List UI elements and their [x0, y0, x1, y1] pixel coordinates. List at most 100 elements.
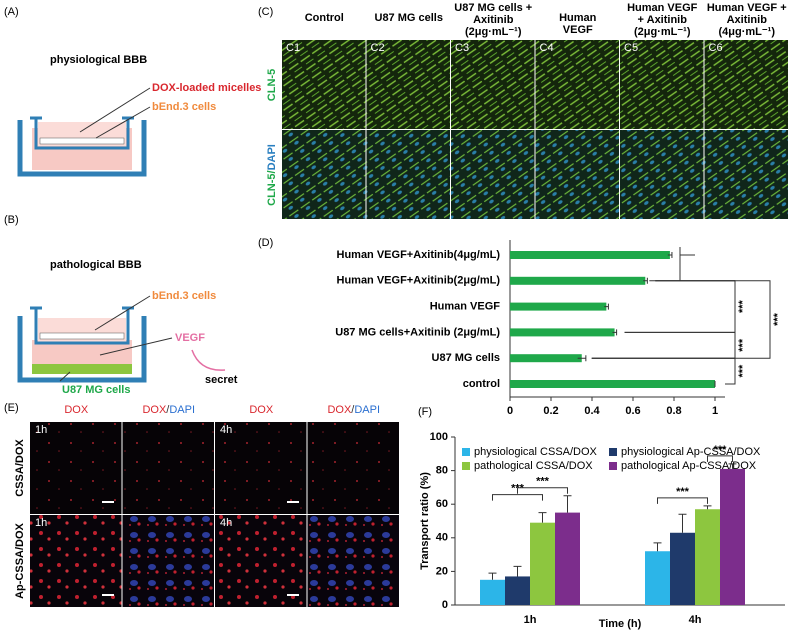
cell-label: C6: [709, 42, 723, 54]
bar: [510, 251, 670, 259]
column-header: (4μg·mL⁻¹): [718, 26, 775, 38]
x-tick-label: 0: [507, 405, 513, 417]
column-header: Axitinib: [727, 14, 768, 26]
cell-label: C1: [286, 42, 300, 54]
micrograph: [620, 40, 704, 129]
panel-label: (C): [258, 6, 273, 18]
bracket: [657, 497, 708, 504]
legend-swatch: [609, 462, 617, 470]
micrograph: [366, 130, 450, 219]
panel-label: (A): [4, 6, 19, 18]
column-header: Axitinib: [473, 14, 514, 26]
column-header-part: DAPI: [169, 404, 195, 416]
error-bar: [538, 512, 547, 523]
micrograph: [535, 130, 619, 219]
column-header: U87 MG cells: [375, 12, 443, 24]
error-bar: [604, 303, 609, 310]
significance: ***: [772, 312, 784, 326]
bar: [720, 468, 745, 605]
micrograph: [282, 40, 366, 129]
error-bar: [678, 513, 687, 533]
row-label: CLN-5: [266, 69, 278, 101]
micrograph: [30, 515, 122, 607]
y-tick-label: Human VEGF: [430, 301, 501, 313]
legend-label: physiological Ap-CSSA/DOX: [621, 446, 761, 458]
column-header: (2μg·mL⁻¹): [465, 26, 522, 38]
error-bar: [667, 252, 673, 258]
significance: ***: [737, 299, 749, 313]
column-header-part: DOX: [327, 404, 352, 416]
column-header: Human: [559, 12, 597, 24]
legend-label: pathological CSSA/DOX: [474, 460, 593, 472]
error-bar: [703, 505, 712, 510]
y-tick-label: U87 MG cells+Axitinib (2μg/mL): [335, 326, 500, 338]
micrograph: [535, 40, 619, 129]
error-bar: [513, 565, 522, 577]
legend-label: physiological CSSA/DOX: [474, 446, 598, 458]
cell-label: C2: [371, 42, 385, 54]
column-header: Human VEGF: [627, 2, 698, 14]
diagram-label: VEGF: [175, 332, 205, 344]
y-tick-label: Human VEGF+Axitinib(2μg/mL): [337, 275, 501, 287]
micrograph: [122, 515, 214, 607]
column-header: (2μg·mL⁻¹): [634, 26, 691, 38]
transwell-pathological: [17, 295, 226, 383]
column-header: VEGF: [563, 24, 593, 36]
bar: [510, 276, 646, 285]
bar: [555, 512, 580, 605]
x-tick-label: 0.8: [666, 405, 681, 417]
legend-swatch: [462, 462, 470, 470]
x-tick-label: 0.4: [584, 405, 600, 417]
diagram-label: U87 MG cells: [62, 384, 130, 396]
x-tick-label: 0.6: [625, 405, 640, 417]
column-header-part: DOX: [142, 404, 167, 416]
transwell-physiological: [17, 87, 151, 177]
column-header: U87 MG cells +: [454, 2, 532, 14]
micrograph: [704, 40, 788, 129]
bracket: [624, 280, 736, 333]
x-tick-label: 1: [712, 405, 718, 417]
row-label: CLN-5/DAPI: [266, 144, 278, 206]
column-header-part: /: [351, 404, 355, 416]
y-tick-label: 40: [436, 532, 448, 544]
significance: ***: [737, 338, 749, 352]
column-header: DOX/DAPI: [327, 404, 380, 416]
column-header: DOX: [64, 404, 89, 416]
micrograph: [704, 130, 788, 219]
bar: [645, 551, 670, 605]
diagram-label: bEnd.3 cells: [152, 290, 216, 302]
error-bar: [612, 329, 618, 336]
micrograph: [122, 422, 214, 514]
error-bar: [728, 463, 737, 469]
bar: [510, 380, 715, 388]
x-tick-label: 0.2: [543, 405, 558, 417]
micrograph: [215, 515, 307, 607]
x-tick-label: 4h: [689, 614, 702, 626]
x-axis-label: Time (h): [599, 618, 642, 630]
column-header: DOX: [249, 404, 274, 416]
bar: [695, 509, 720, 605]
column-header-part: DAPI: [354, 404, 380, 416]
significance: ***: [714, 444, 728, 456]
legend-swatch: [462, 448, 470, 456]
y-tick-label: 0: [442, 599, 448, 611]
panel-label: (D): [258, 237, 273, 249]
micrograph: [307, 515, 399, 607]
error-bar: [653, 542, 662, 552]
y-tick-label: Human VEGF+Axitinib(4μg/mL): [337, 249, 501, 261]
diagram-title: physiological BBB: [50, 54, 147, 66]
bar: [505, 576, 530, 605]
micrograph: [215, 422, 307, 514]
y-tick-label: 20: [436, 565, 448, 577]
row-label-part: CLN-5: [266, 69, 278, 101]
cell-label: C3: [455, 42, 469, 54]
bracket: [517, 487, 568, 494]
diagram-label: DOX-loaded micelles: [152, 82, 261, 94]
y-tick-label: 60: [436, 498, 448, 510]
micrograph: [366, 40, 450, 129]
diagram-label: secret: [205, 374, 238, 386]
y-tick-label: 100: [430, 431, 448, 443]
significance: ***: [737, 364, 749, 378]
y-tick-label: control: [463, 378, 500, 390]
